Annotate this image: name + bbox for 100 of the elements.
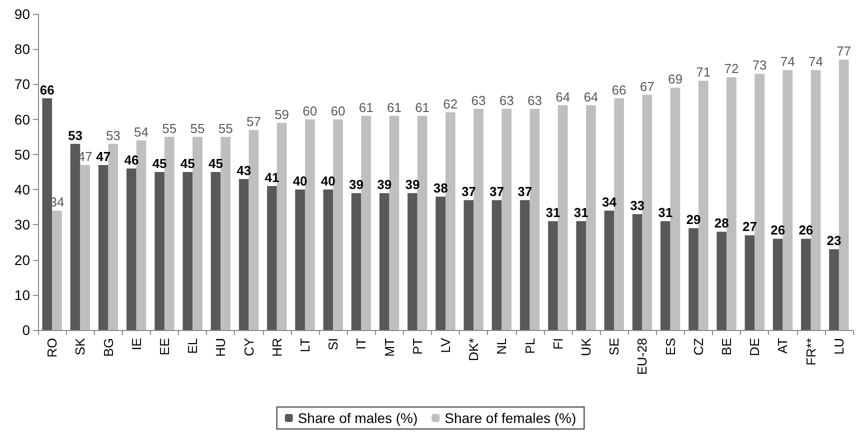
x-tick-label: IT <box>354 338 369 350</box>
legend-label: Share of females (%) <box>444 410 576 426</box>
data-label: 45 <box>208 156 223 171</box>
data-label: 26 <box>798 222 814 238</box>
bar <box>80 164 90 330</box>
data-label: 29 <box>686 212 701 228</box>
bar <box>520 200 530 330</box>
bar <box>126 168 136 330</box>
data-label: 34 <box>602 194 618 210</box>
x-tick-label: EE <box>156 338 172 356</box>
data-label: 43 <box>236 163 252 178</box>
data-label: 66 <box>612 82 626 98</box>
data-label: 33 <box>630 198 645 214</box>
data-label: 69 <box>668 72 682 87</box>
bar <box>754 74 764 330</box>
x-tick-label: LT <box>297 338 312 352</box>
y-tick-label: 30 <box>14 216 30 233</box>
data-label: 47 <box>96 148 111 164</box>
bar <box>576 221 586 330</box>
data-label: 74 <box>780 54 795 70</box>
y-tick-label: 10 <box>14 286 30 303</box>
x-tick-label: UK <box>578 338 594 356</box>
bar <box>436 196 446 330</box>
data-label: 40 <box>292 174 308 189</box>
bar <box>744 235 755 330</box>
legend-label: Share of males (%) <box>298 410 418 426</box>
x-tick-label: PL <box>522 338 538 354</box>
y-tick-label: 40 <box>14 182 30 198</box>
data-label: 39 <box>377 177 392 192</box>
bar <box>726 77 736 330</box>
x-tick-label: PT <box>410 338 425 355</box>
x-tick-label: DE <box>747 338 762 356</box>
data-label: 37 <box>490 184 504 200</box>
data-label: 57 <box>246 114 261 129</box>
data-label: 53 <box>68 128 82 143</box>
data-label: 60 <box>302 103 318 118</box>
data-label: 37 <box>518 184 532 200</box>
data-label: 64 <box>584 89 598 104</box>
data-label: 45 <box>152 156 167 171</box>
x-tick-label: EL <box>185 338 200 354</box>
bar <box>333 119 343 330</box>
x-tick-label: HU <box>213 338 228 357</box>
x-tick-label: RO <box>44 338 60 358</box>
bar <box>52 210 62 330</box>
data-label: 38 <box>433 180 448 196</box>
y-tick-label: 90 <box>14 6 30 22</box>
data-label: 64 <box>556 89 570 104</box>
data-label: 23 <box>826 233 842 248</box>
data-label: 63 <box>471 92 486 108</box>
data-label: 72 <box>724 61 739 76</box>
bar <box>548 221 558 330</box>
data-label: 39 <box>405 177 420 192</box>
x-tick-label: SK <box>72 338 88 356</box>
bar <box>210 172 221 330</box>
bar <box>492 200 502 330</box>
data-label: 60 <box>330 103 346 118</box>
data-label: 31 <box>546 205 560 220</box>
data-label: 37 <box>461 184 476 200</box>
bar <box>108 144 118 330</box>
data-label: 39 <box>349 177 364 192</box>
x-tick-label: SI <box>326 338 341 350</box>
data-label: 62 <box>443 96 458 112</box>
bar <box>772 238 783 330</box>
x-tick-label: FR** <box>803 338 818 366</box>
bar <box>361 116 372 330</box>
data-label: 31 <box>658 205 673 220</box>
data-label: 28 <box>714 216 729 231</box>
data-label: 55 <box>162 120 177 136</box>
x-tick-label: BE <box>719 338 734 356</box>
data-label: 73 <box>752 58 767 73</box>
data-label: 31 <box>574 205 588 220</box>
bar <box>351 193 362 330</box>
bar <box>238 179 249 330</box>
data-label: 77 <box>836 44 852 59</box>
bar <box>632 214 642 330</box>
data-label: 63 <box>499 92 514 108</box>
data-label: 53 <box>106 128 120 143</box>
data-label: 67 <box>640 78 654 94</box>
x-tick-label: LV <box>438 338 453 353</box>
x-tick-label: MT <box>382 338 397 357</box>
bar <box>70 144 80 330</box>
data-label: 55 <box>218 120 233 136</box>
data-label: 54 <box>134 124 149 140</box>
bar <box>295 190 305 330</box>
data-label: 66 <box>40 82 54 98</box>
data-label: 45 <box>180 156 195 171</box>
x-tick-label: CZ <box>690 338 706 356</box>
x-tick-label: AT <box>775 338 790 354</box>
bar <box>474 108 484 330</box>
data-label: 40 <box>320 174 336 189</box>
x-tick-label: BG <box>100 338 116 357</box>
data-label: 63 <box>527 92 542 108</box>
x-tick-label: ES <box>662 338 678 356</box>
data-label: 71 <box>696 64 711 80</box>
x-tick-label: HR <box>269 338 284 357</box>
x-tick-label: FI <box>550 338 566 350</box>
data-label: 26 <box>770 222 786 238</box>
data-label: 27 <box>742 219 757 234</box>
data-label: 74 <box>808 54 823 70</box>
bar <box>530 108 540 330</box>
